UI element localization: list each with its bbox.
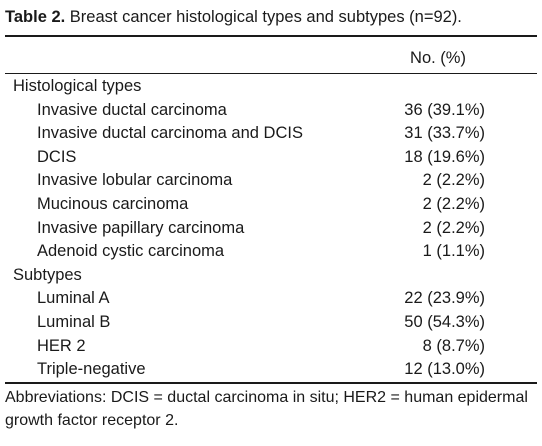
column-header-no-percent: No. (%)	[410, 49, 466, 67]
row-value: 2 (2.2%)	[422, 171, 485, 190]
table-caption-text: Breast cancer histological types and sub…	[65, 8, 462, 26]
row-label: Adenoid cystic carcinoma	[37, 242, 225, 261]
table-row: Adenoid cystic carcinoma 1 (1.1%)	[5, 240, 537, 264]
table-row: Luminal B 50 (54.3%)	[5, 311, 537, 335]
table-caption: Table 2. Breast cancer histological type…	[5, 6, 537, 28]
table-row: Triple-negative 12 (13.0%)	[5, 358, 537, 382]
table-row: DCIS 18 (19.6%)	[5, 146, 537, 170]
row-label: Invasive ductal carcinoma	[37, 100, 227, 119]
row-value: 12 (13.0%)	[404, 360, 485, 379]
row-label: Invasive ductal carcinoma and DCIS	[37, 124, 303, 143]
table-caption-label: Table 2.	[5, 8, 66, 26]
row-label: Mucinous carcinoma	[37, 195, 189, 213]
table-row: Invasive lobular carcinoma 2 (2.2%)	[5, 169, 537, 193]
row-label: Luminal B	[37, 313, 111, 331]
row-value: 8 (8.7%)	[422, 336, 485, 355]
table-row: HER 2 8 (8.7%)	[5, 335, 537, 359]
row-label: Invasive lobular carcinoma	[37, 171, 233, 190]
table-bottom-rule	[5, 382, 537, 384]
row-value: 22 (23.9%)	[404, 289, 485, 308]
table-footnote: Abbreviations: DCIS = ductal carcinoma i…	[5, 389, 528, 429]
table-row: Luminal A 22 (23.9%)	[5, 287, 537, 311]
row-label: Triple-negative	[37, 360, 146, 379]
row-label: Luminal A	[37, 289, 110, 308]
row-value: 2 (2.2%)	[422, 218, 485, 237]
row-label: DCIS	[37, 147, 77, 166]
row-value: 1 (1.1%)	[422, 242, 485, 261]
table-row: Invasive ductal carcinoma 36 (39.1%)	[5, 99, 537, 123]
row-label: Invasive papillary carcinoma	[37, 218, 245, 237]
table-header-rule	[5, 73, 537, 74]
section-title-label: Subtypes	[13, 265, 82, 284]
section-title-histological-types: Histological types	[5, 75, 537, 99]
row-value: 31 (33.7%)	[404, 124, 485, 143]
row-value: 50 (54.3%)	[404, 313, 485, 331]
section-title-subtypes: Subtypes	[5, 264, 537, 288]
table-row: Mucinous carcinoma 2 (2.2%)	[5, 193, 537, 217]
section-title-label: Histological types	[13, 77, 142, 95]
row-label: HER 2	[37, 336, 86, 355]
row-value: 2 (2.2%)	[422, 195, 485, 213]
row-value: 36 (39.1%)	[404, 100, 485, 119]
table-top-rule	[5, 35, 537, 37]
table-row: Invasive ductal carcinoma and DCIS 31 (3…	[5, 122, 537, 146]
row-value: 18 (19.6%)	[404, 147, 485, 166]
table-row: Invasive papillary carcinoma 2 (2.2%)	[5, 217, 537, 241]
